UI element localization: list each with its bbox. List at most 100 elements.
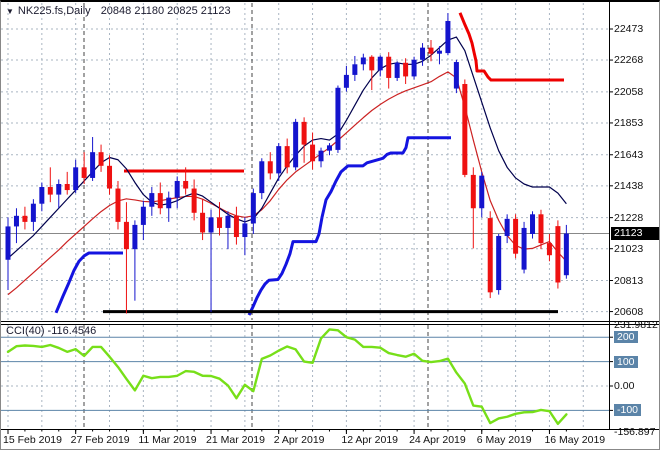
candle-body [140,206,146,225]
time-axis-label: 27 Feb 2019 [70,434,130,446]
candle-body [200,212,206,233]
candle-body [22,215,28,222]
candle-body [30,203,36,222]
price-axis-label: 22058 [614,85,644,98]
price-axis-label: 20608 [614,305,644,318]
candle-body [208,217,214,233]
price-axis-label: 21643 [614,148,644,161]
candle-body [191,188,197,213]
candle-body [369,56,375,71]
candle-body [538,214,544,244]
candle-body [233,215,239,238]
candle-body [343,74,349,88]
candle-body [123,221,129,250]
candle-body [335,87,341,150]
cci-level-badge: 200 [614,331,638,344]
candle-body [496,235,502,291]
current-price-badge: 21123 [611,227,659,241]
candle-body [428,47,434,54]
candle-body [183,180,189,189]
candle-body [352,64,358,75]
candle-body [513,218,519,254]
candle-body [115,188,121,222]
candle-body [98,152,104,166]
cci-max-label: 231.9812 [614,319,658,331]
candle-body [436,50,442,54]
time-axis-label: 6 May 2019 [476,434,532,446]
time-axis-label: 2 Apr 2019 [273,434,325,446]
candle-body [521,227,527,270]
price-axis-label: 21853 [614,116,644,129]
candle-body [13,215,19,227]
candle-body [157,193,163,209]
cci-line [6,328,568,426]
candle-body [73,167,79,191]
candle-body [90,152,96,178]
candle-body [470,174,476,209]
cci-level-badge: -100 [614,404,642,417]
time-axis-label: 11 Mar 2019 [138,434,197,446]
stop-line-blue [247,136,451,316]
price-axis-label: 22473 [614,23,644,35]
symbol-period-label: NK225.fs,Daily [17,5,91,17]
cci-level-badge: 100 [614,355,638,368]
candle-body [394,62,400,78]
candle-body [293,121,299,168]
candle-body [267,161,273,174]
candle-body [149,193,155,207]
candle-body [107,165,113,189]
candle-body [259,161,265,194]
stop-line-red [458,12,564,82]
candle-body [453,62,459,89]
candle-body [420,47,426,60]
candle-body [326,145,332,151]
candle-body [487,218,493,293]
candle-body [276,146,282,174]
candle-body [225,215,231,228]
candle-body [386,56,392,78]
candle-body [47,187,53,195]
candle-body [318,150,324,162]
candle-body [250,193,256,224]
candle-body [81,167,87,178]
candle-body [462,84,468,175]
chart-dropdown-icon[interactable]: ▼ [6,7,14,16]
time-axis-label: 21 Mar 2019 [206,434,265,446]
candle-body [166,197,172,209]
price-axis-label: 21228 [614,211,644,224]
candle-body [310,144,316,162]
candle-body [403,62,409,77]
candle-body [242,223,248,238]
price-axis-label: 20813 [614,274,644,287]
ohlc-values: 20848 21180 20825 21123 [100,5,231,17]
stop-line-blue [54,251,123,314]
cci-indicator-label: CCI(40) -116.4546 [6,325,97,337]
candle-body [64,184,70,191]
time-axis-label: 24 Apr 2019 [409,434,466,446]
candle-body [555,226,561,283]
chart-title: ▼ NK225.fs,Daily 20848 21180 20825 21123 [6,5,231,17]
candle-body [530,214,536,234]
candle-body [377,56,383,71]
time-axis-label: 16 May 2019 [544,434,606,446]
candle-body [56,184,62,195]
candle-body [39,187,45,204]
candle-body [132,224,138,250]
candle-body [411,59,417,77]
cci-zero-label: 0.00 [614,380,635,392]
candle-body [563,233,569,276]
candle-body [479,175,485,209]
candle-body [504,218,510,236]
candle-body [360,57,366,65]
candle-body [284,146,290,168]
ma-slow-red-line [7,71,567,296]
cci-min-label: -156.897 [614,425,656,438]
price-axis-label: 22268 [614,54,644,67]
candle-body [301,121,307,145]
candle-body [546,243,552,256]
time-axis-label: 15 Feb 2019 [3,434,62,446]
candle-body [445,20,451,54]
candle-body [174,180,180,198]
